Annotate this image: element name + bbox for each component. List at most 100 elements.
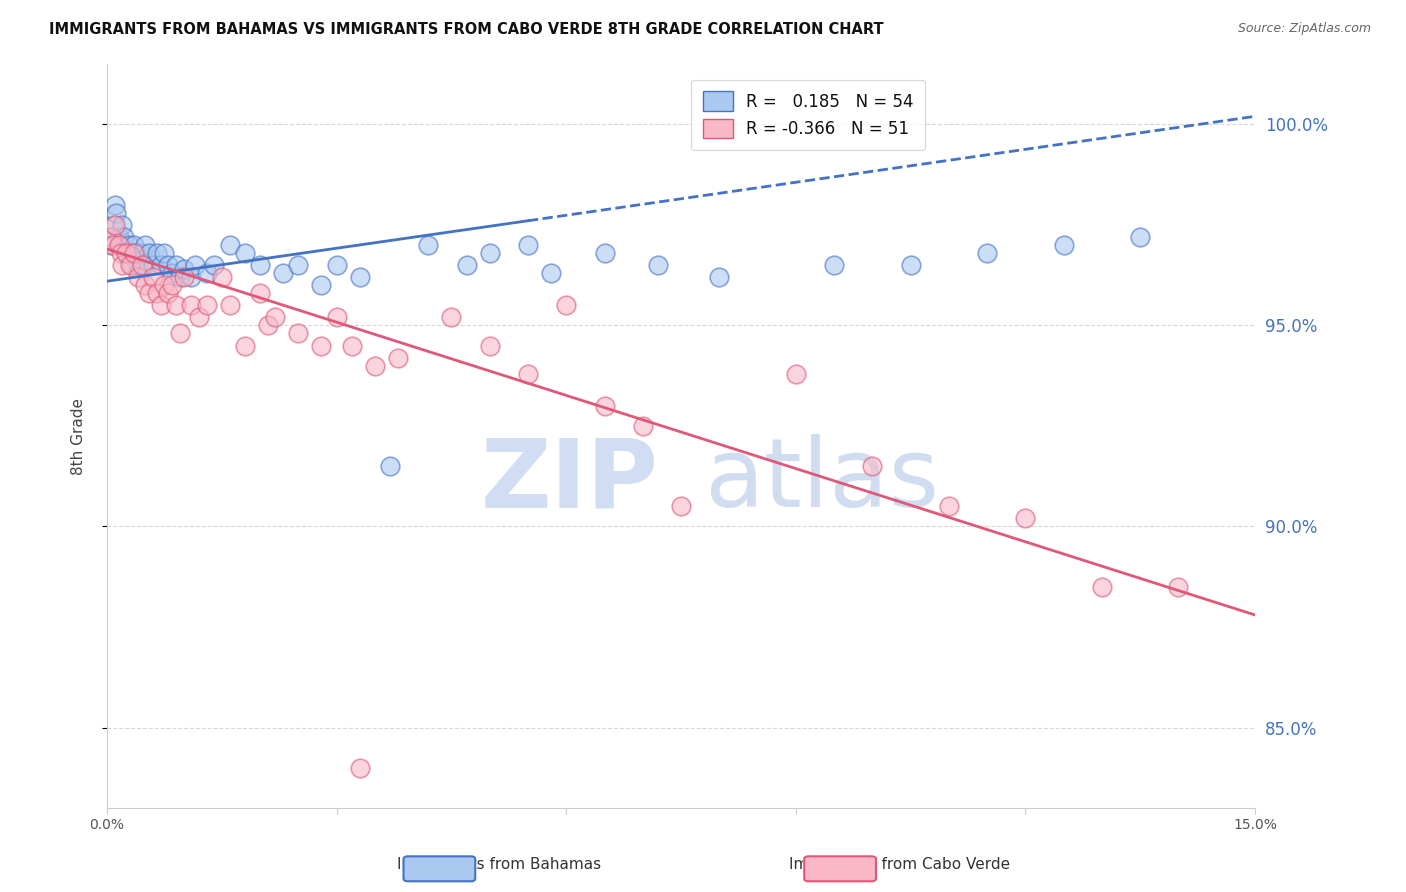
Point bbox=[340, 338, 363, 352]
Point bbox=[195, 266, 218, 280]
Point bbox=[287, 326, 309, 341]
Point bbox=[900, 258, 922, 272]
Point bbox=[127, 270, 149, 285]
Text: Immigrants from Cabo Verde: Immigrants from Cabo Verde bbox=[789, 857, 1011, 872]
Point bbox=[134, 278, 156, 293]
Point bbox=[117, 238, 139, 252]
Point bbox=[122, 238, 145, 252]
Point bbox=[976, 246, 998, 260]
Point bbox=[115, 246, 138, 260]
Point bbox=[478, 246, 501, 260]
Point bbox=[110, 238, 132, 252]
Point bbox=[380, 459, 402, 474]
Point bbox=[138, 246, 160, 260]
Point bbox=[593, 246, 616, 260]
Point bbox=[157, 286, 180, 301]
Point bbox=[233, 338, 256, 352]
Point bbox=[146, 246, 169, 260]
Point bbox=[104, 218, 127, 232]
Point bbox=[111, 218, 134, 232]
Point bbox=[173, 270, 195, 285]
Point bbox=[211, 270, 233, 285]
Point bbox=[110, 246, 132, 260]
Point bbox=[157, 258, 180, 272]
Point bbox=[160, 266, 183, 280]
Point bbox=[118, 258, 141, 272]
Point bbox=[104, 198, 127, 212]
Point bbox=[631, 419, 654, 434]
Point bbox=[103, 238, 125, 252]
Point bbox=[125, 246, 148, 260]
Point bbox=[180, 270, 202, 285]
Point bbox=[593, 399, 616, 413]
Point bbox=[249, 286, 271, 301]
Point bbox=[146, 286, 169, 301]
Point bbox=[1014, 511, 1036, 525]
Point bbox=[1053, 238, 1076, 252]
Point bbox=[456, 258, 478, 272]
Point bbox=[669, 500, 692, 514]
Point bbox=[311, 278, 333, 293]
Text: Source: ZipAtlas.com: Source: ZipAtlas.com bbox=[1237, 22, 1371, 36]
Point bbox=[860, 459, 883, 474]
Point bbox=[325, 310, 347, 325]
Point bbox=[709, 270, 731, 285]
Point bbox=[149, 258, 172, 272]
Point bbox=[647, 258, 669, 272]
Point bbox=[249, 258, 271, 272]
Point bbox=[134, 238, 156, 252]
Point bbox=[118, 246, 141, 260]
Point bbox=[142, 270, 165, 285]
Point bbox=[555, 298, 578, 312]
Point bbox=[184, 258, 207, 272]
Text: Immigrants from Bahamas: Immigrants from Bahamas bbox=[396, 857, 602, 872]
Point bbox=[1129, 230, 1152, 244]
Point bbox=[440, 310, 463, 325]
Point bbox=[202, 258, 225, 272]
Point bbox=[364, 359, 387, 373]
Point bbox=[218, 238, 240, 252]
Point bbox=[1091, 580, 1114, 594]
Point bbox=[111, 258, 134, 272]
Point bbox=[107, 238, 129, 252]
Y-axis label: 8th Grade: 8th Grade bbox=[72, 398, 86, 475]
Text: IMMIGRANTS FROM BAHAMAS VS IMMIGRANTS FROM CABO VERDE 8TH GRADE CORRELATION CHAR: IMMIGRANTS FROM BAHAMAS VS IMMIGRANTS FR… bbox=[49, 22, 884, 37]
Point bbox=[187, 310, 209, 325]
Point bbox=[325, 258, 347, 272]
Point bbox=[540, 266, 562, 280]
Point bbox=[169, 326, 191, 341]
Point bbox=[311, 338, 333, 352]
Point bbox=[517, 238, 540, 252]
Point bbox=[121, 258, 143, 272]
Legend: R =   0.185   N = 54, R = -0.366   N = 51: R = 0.185 N = 54, R = -0.366 N = 51 bbox=[692, 79, 925, 150]
Point bbox=[142, 258, 165, 272]
Point bbox=[131, 258, 153, 272]
Point bbox=[387, 351, 409, 365]
Point bbox=[349, 270, 371, 285]
Point bbox=[169, 270, 191, 285]
Point bbox=[418, 238, 440, 252]
Point bbox=[160, 278, 183, 293]
Point bbox=[264, 310, 287, 325]
Point bbox=[103, 218, 125, 232]
Point bbox=[823, 258, 845, 272]
Point bbox=[478, 338, 501, 352]
Point bbox=[218, 298, 240, 312]
Point bbox=[153, 246, 176, 260]
Point bbox=[256, 318, 278, 333]
Point bbox=[127, 258, 149, 272]
Point bbox=[173, 262, 195, 277]
Point bbox=[349, 761, 371, 775]
Point bbox=[138, 286, 160, 301]
Point bbox=[180, 298, 202, 312]
Point bbox=[938, 500, 960, 514]
Point bbox=[115, 246, 138, 260]
Point bbox=[785, 367, 807, 381]
Point bbox=[195, 298, 218, 312]
Point bbox=[233, 246, 256, 260]
Point bbox=[112, 230, 135, 244]
Point bbox=[100, 230, 122, 244]
Point bbox=[122, 246, 145, 260]
Point bbox=[100, 238, 122, 252]
Point bbox=[1167, 580, 1189, 594]
